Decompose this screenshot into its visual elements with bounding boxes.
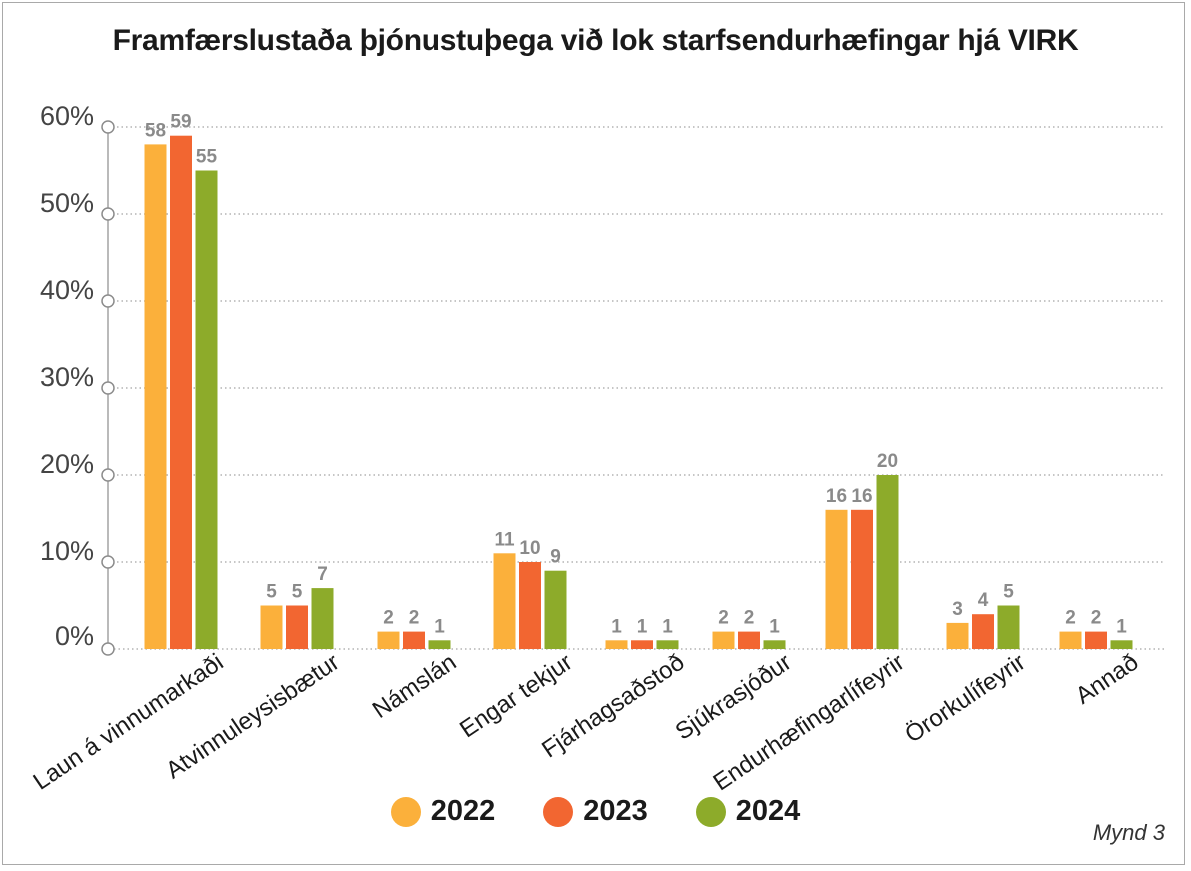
value-label: 2 <box>718 608 729 629</box>
value-label: 2 <box>1065 608 1076 629</box>
bar-2022 <box>377 631 400 649</box>
value-label: 16 <box>851 486 872 507</box>
y-tick-marker <box>101 294 115 308</box>
bar-2023 <box>170 135 192 649</box>
y-tick-label: 0% <box>55 621 94 651</box>
value-label: 16 <box>826 486 847 507</box>
x-tick-label: Annað <box>1071 649 1144 710</box>
value-label: 20 <box>877 451 898 472</box>
legend-swatch-2024 <box>695 796 726 827</box>
value-label: 10 <box>519 538 540 559</box>
bar-2024 <box>997 605 1020 649</box>
bar-2024 <box>1110 640 1133 649</box>
value-label: 5 <box>292 582 303 603</box>
y-axis: 0% 10% 20% 30% 40% 50% 60% <box>40 101 115 656</box>
bar-2022 <box>1059 631 1082 649</box>
value-label: 1 <box>662 616 673 637</box>
bar-2024 <box>311 588 334 649</box>
value-label: 5 <box>266 582 277 603</box>
value-label: 1 <box>769 616 780 637</box>
bar-2023 <box>519 562 541 649</box>
value-label: 11 <box>494 529 515 550</box>
value-label: 59 <box>170 112 191 133</box>
bar-2024 <box>763 640 786 649</box>
chart-title: Framfærslustaða þjónustuþega við lok sta… <box>112 24 1079 57</box>
bar-2023 <box>631 640 653 649</box>
bar-2022 <box>825 509 848 649</box>
value-label: 4 <box>978 590 989 611</box>
value-label: 2 <box>409 608 420 629</box>
bar-2023 <box>972 614 994 649</box>
bar-2024 <box>544 570 567 649</box>
y-tick-marker <box>101 381 115 395</box>
value-label: 5 <box>1003 582 1014 603</box>
x-tick-label: Námslán <box>368 649 462 724</box>
y-tick-marker <box>101 120 115 134</box>
value-label: 2 <box>383 608 394 629</box>
bar-2022 <box>260 605 283 649</box>
bar-2022 <box>493 553 516 649</box>
y-tick-marker <box>101 207 115 221</box>
bars <box>144 135 1133 649</box>
legend-label-2024: 2024 <box>735 795 801 827</box>
bar-2022 <box>144 144 167 649</box>
legend-item-2022: 2022 <box>390 795 496 828</box>
value-label: 2 <box>744 608 755 629</box>
y-tick-label: 10% <box>40 536 94 566</box>
legend-swatch-2023 <box>543 796 574 827</box>
legend-label-2022: 2022 <box>430 795 496 827</box>
value-label: 1 <box>1116 616 1127 637</box>
value-label: 3 <box>952 599 963 620</box>
bar-2024 <box>428 640 451 649</box>
x-tick-label: Laun á vinnumarkaði <box>29 649 229 796</box>
bar-2022 <box>712 631 735 649</box>
bar-2022 <box>605 640 628 649</box>
bar-2024 <box>656 640 679 649</box>
bar-2023 <box>403 631 425 649</box>
legend-item-2023: 2023 <box>543 795 648 828</box>
bar-2022 <box>946 622 969 649</box>
value-label: 7 <box>317 564 328 585</box>
y-tick-marker <box>101 642 115 656</box>
bar-2024 <box>876 475 899 649</box>
legend-label-2023: 2023 <box>583 795 648 827</box>
y-tick-marker <box>101 468 115 482</box>
bar-2024 <box>195 170 218 649</box>
gridlines <box>108 126 1165 650</box>
value-label: 1 <box>611 616 622 637</box>
value-label: 9 <box>550 547 561 568</box>
value-label: 58 <box>145 120 166 141</box>
legend-item-2024: 2024 <box>695 795 801 828</box>
figure-caption: Mynd 3 <box>1092 820 1165 845</box>
bar-2023 <box>1085 631 1107 649</box>
bar-2023 <box>851 509 873 649</box>
y-tick-label: 60% <box>40 101 94 131</box>
x-tick-label: Endurhæfingarlífeyrir <box>708 649 909 797</box>
value-label: 2 <box>1091 608 1102 629</box>
bar-2023 <box>738 631 760 649</box>
legend: 2022 2023 2024 <box>0 795 1191 828</box>
x-tick-label: Örorkulífeyrir <box>900 649 1030 749</box>
legend-swatch-2022 <box>390 796 421 827</box>
value-label: 1 <box>637 616 648 637</box>
y-tick-label: 30% <box>40 362 94 392</box>
bar-2023 <box>286 605 308 649</box>
y-tick-label: 40% <box>40 275 94 305</box>
y-tick-label: 20% <box>40 449 94 479</box>
y-tick-label: 50% <box>40 188 94 218</box>
value-label: 1 <box>434 616 445 637</box>
value-label: 55 <box>196 147 218 168</box>
y-tick-marker <box>101 555 115 569</box>
